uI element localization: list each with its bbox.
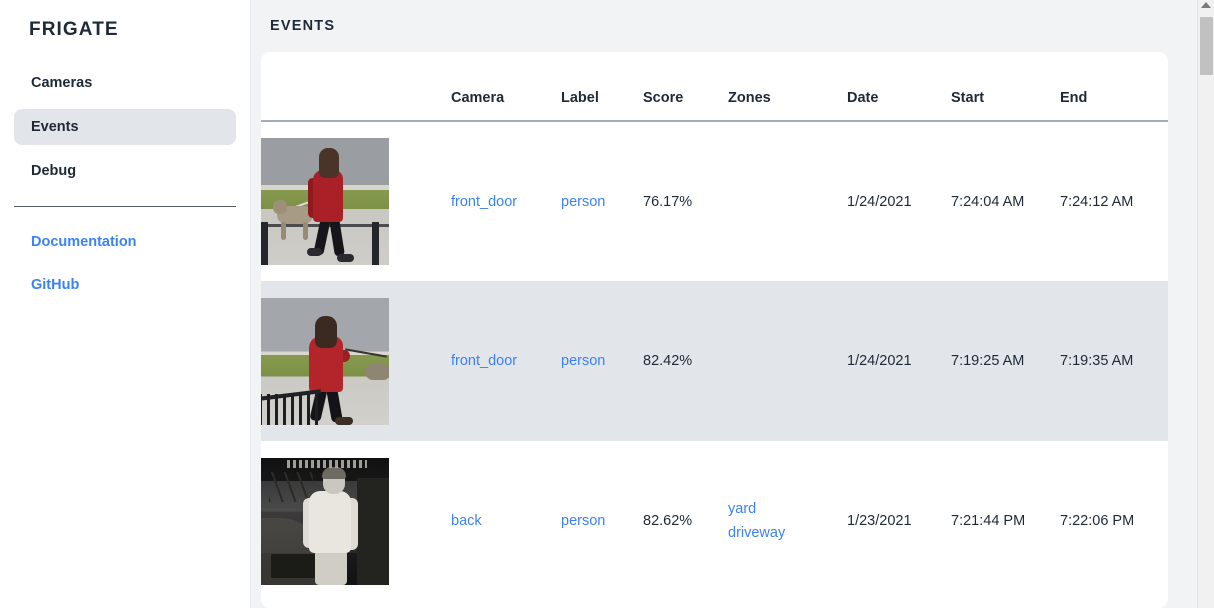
- sidebar-link-documentation[interactable]: Documentation: [31, 234, 137, 250]
- thumb-decor: [372, 222, 379, 265]
- event-zones-cell: [728, 281, 847, 441]
- table-row[interactable]: back person 82.62% yard driveway 1/23/20…: [261, 441, 1168, 601]
- event-label-link[interactable]: person: [561, 353, 606, 369]
- event-start-cell: 7:21:44 PM: [951, 513, 1026, 529]
- thumb-decor: [315, 315, 337, 348]
- event-date-cell: 1/24/2021: [847, 193, 912, 210]
- column-header-date: Date: [847, 52, 951, 122]
- event-date-cell: 1/23/2021: [847, 513, 912, 529]
- thumb-decor: [345, 347, 387, 358]
- event-date-cell: 1/24/2021: [847, 281, 951, 441]
- column-header-camera: Camera: [451, 52, 561, 122]
- event-score-cell: 82.42%: [643, 281, 728, 441]
- thumb-decor: [337, 254, 354, 262]
- event-end-cell: 7:22:06 PM: [1060, 513, 1135, 529]
- thumb-decor: [273, 200, 287, 214]
- app-brand-title: FRIGATE: [29, 19, 119, 40]
- thumb-decor: [308, 178, 317, 218]
- event-zones-cell: yard driveway: [728, 441, 847, 601]
- thumb-decor: [315, 549, 347, 585]
- event-label-link[interactable]: person: [561, 513, 606, 529]
- event-camera-link[interactable]: back: [451, 513, 482, 529]
- sidebar-item-cameras[interactable]: Cameras: [31, 75, 93, 91]
- event-start-cell: 7:24:04 AM: [951, 193, 1025, 210]
- event-label-cell: person: [561, 121, 643, 281]
- sidebar: FRIGATE Cameras Events Debug Documentati…: [0, 0, 251, 608]
- event-camera-link[interactable]: front_door: [451, 193, 518, 210]
- table-row[interactable]: front_door person 76.17% 1/24/2021 7:24:…: [261, 121, 1168, 281]
- event-camera-link[interactable]: front_door: [451, 353, 518, 369]
- column-header-thumbnail: [261, 52, 451, 122]
- page-scrollbar[interactable]: [1197, 0, 1214, 608]
- event-camera-cell: front_door: [451, 121, 561, 281]
- event-zones-cell: [728, 121, 847, 281]
- column-header-start: Start: [951, 52, 1060, 122]
- thumb-decor: [309, 490, 351, 553]
- sidebar-external-links: Documentation GitHub: [0, 225, 250, 302]
- column-header-end: End: [1060, 52, 1168, 122]
- table-row[interactable]: front_door person 82.42% 1/24/2021 7:19:…: [261, 281, 1168, 441]
- event-thumbnail-image[interactable]: [261, 138, 389, 265]
- thumb-decor: [319, 148, 339, 178]
- event-zone-link[interactable]: driveway: [728, 525, 786, 541]
- caret-up-icon[interactable]: [1201, 2, 1211, 8]
- event-thumbnail-cell[interactable]: [261, 441, 451, 601]
- sidebar-link-github[interactable]: GitHub: [31, 277, 80, 293]
- thumb-decor: [261, 222, 268, 265]
- event-camera-cell: back: [451, 441, 561, 601]
- events-table-head: Camera Label Score Zones Date Start End: [261, 52, 1168, 122]
- event-start-cell: 7:19:25 AM: [951, 281, 1060, 441]
- events-table: Camera Label Score Zones Date Start End: [261, 52, 1168, 601]
- main-content: EVENTS Camera Label Score Zones Date Sta…: [251, 0, 1214, 608]
- sidebar-item-events[interactable]: Events: [14, 109, 236, 145]
- thumb-decor: [322, 466, 346, 479]
- thumb-decor: [281, 222, 286, 240]
- event-end-cell: 7:19:35 AM: [1060, 281, 1168, 441]
- thumb-decor: [269, 471, 313, 502]
- event-end-cell: 7:24:12 AM: [1060, 193, 1134, 210]
- thumb-decor: [307, 248, 322, 256]
- events-table-body: front_door person 76.17% 1/24/2021 7:24:…: [261, 121, 1168, 601]
- event-thumbnail-cell[interactable]: [261, 121, 451, 281]
- event-score-cell: 82.62%: [643, 513, 693, 529]
- event-thumbnail-image[interactable]: [261, 297, 389, 425]
- sidebar-nav: Cameras Events Debug: [0, 65, 250, 189]
- event-camera-cell: front_door: [451, 281, 561, 441]
- event-label-cell: person: [561, 281, 643, 441]
- event-score-cell: 76.17%: [643, 193, 693, 210]
- thumb-decor: [303, 222, 308, 240]
- events-card: Camera Label Score Zones Date Start End: [261, 52, 1168, 608]
- thumb-decor: [357, 477, 389, 585]
- thumb-timestamp-overlay: [287, 459, 367, 468]
- column-header-score: Score: [643, 52, 728, 122]
- thumb-decor: [365, 363, 389, 380]
- event-thumbnail-image[interactable]: [261, 457, 389, 585]
- thumb-decor: [335, 416, 353, 425]
- page-title: EVENTS: [270, 18, 336, 34]
- column-header-zones: Zones: [728, 52, 847, 122]
- thumb-decor: [313, 170, 343, 222]
- scrollbar-thumb[interactable]: [1200, 17, 1213, 75]
- event-thumbnail-cell[interactable]: [261, 281, 451, 441]
- sidebar-item-debug[interactable]: Debug: [31, 163, 77, 179]
- event-label-cell: person: [561, 441, 643, 601]
- table-header-row: Camera Label Score Zones Date Start End: [261, 52, 1168, 122]
- column-header-label: Label: [561, 52, 643, 122]
- event-label-link[interactable]: person: [561, 193, 606, 210]
- thumb-decor: [261, 393, 321, 425]
- sidebar-divider: [14, 206, 236, 207]
- event-zone-link[interactable]: yard: [728, 501, 757, 517]
